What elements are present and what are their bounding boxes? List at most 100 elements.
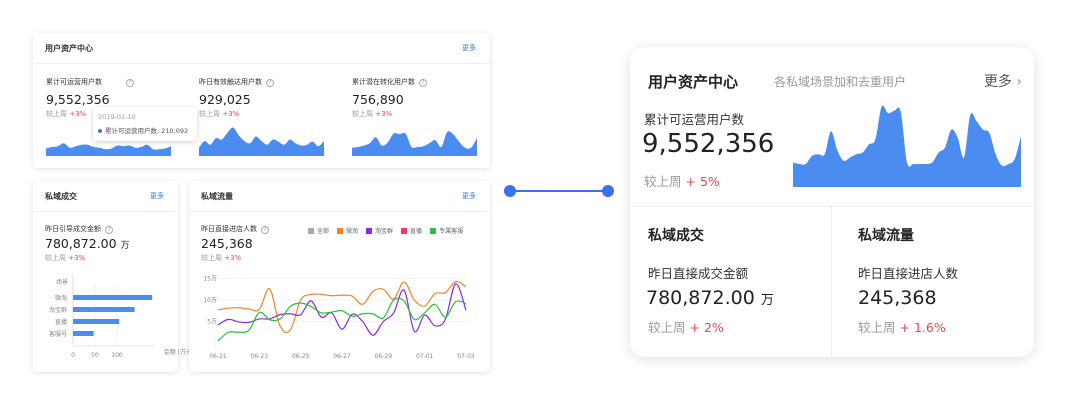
card-title: 用户资产中心 (648, 73, 739, 91)
tooltip-value: 210,092 (161, 127, 189, 135)
legend-item[interactable]: 专属客服 (430, 226, 463, 235)
deals-title: 私域成交 (648, 228, 704, 244)
compare-label: 较上周 (46, 110, 67, 118)
chart-legend: 全部 微淘 淘宝群 直播 专属客服 (308, 226, 463, 235)
metric-label: 累计可运营用户数 (644, 112, 745, 127)
x-tick-label: 50 (91, 352, 99, 359)
legend-item[interactable]: 微淘 (337, 226, 358, 235)
more-link[interactable]: 更多 (462, 192, 476, 200)
connector (504, 185, 614, 197)
metric-value: 9,552,356 (642, 129, 775, 159)
sparkline-reached-users[interactable] (199, 126, 324, 156)
category-label: 直播 (55, 318, 67, 326)
divider (189, 211, 490, 212)
legend-label: 淘宝群 (375, 228, 394, 235)
private-deals-card: 私域成交 更多 昨日引导成交金额? 780,872.00 万 较上周 +3% (33, 181, 178, 372)
legend-swatch-icon (430, 228, 437, 234)
x-axis-title: 金额 (万元) (164, 348, 195, 356)
more-link[interactable]: 更多 (150, 192, 164, 200)
traffic-label: 昨日直接进店人数 (858, 266, 959, 281)
sparkline-area (46, 143, 171, 156)
compare-label: 较上周 (352, 110, 373, 118)
more-link[interactable]: 更多 (462, 44, 476, 52)
legend-item[interactable]: 淘宝群 (366, 226, 393, 235)
x-tick-label: 0 (71, 352, 75, 359)
x-tick-label: 100 (111, 352, 123, 359)
help-icon[interactable]: ? (261, 226, 269, 234)
x-tick-label: 06-25 (292, 353, 310, 360)
card-subtitle: 各私域场景加和去重用户 (774, 75, 907, 89)
traffic-line-chart: 5万 10万 15万 06-21 06-23 06-25 06-27 06-29 07-01 07… (203, 276, 475, 361)
metric-value: 929,025 (199, 92, 251, 107)
legend-swatch-icon (401, 228, 408, 234)
sparkline-area (352, 131, 477, 156)
change-value: +3% (69, 110, 87, 118)
legend-label: 直播 (410, 228, 423, 235)
chevron-right-icon: › (1016, 74, 1022, 90)
metric-unit: 万 (120, 241, 130, 251)
compare-label: 较上周 (45, 254, 66, 262)
deals-label: 昨日直接成交金额 (648, 266, 749, 281)
change-value: + 5% (685, 174, 720, 189)
x-tick-label: 06-21 (209, 353, 227, 360)
divider (33, 211, 178, 212)
divider (831, 206, 832, 357)
metric-label: 昨日引导成交金额 (45, 225, 101, 233)
x-tick-label: 06-29 (375, 353, 393, 360)
compare-label: 较上周 (199, 110, 220, 118)
sparkline-cumulative-users[interactable] (46, 126, 171, 156)
category-label: 微淘 (55, 294, 67, 302)
change-value: + 2% (689, 320, 724, 335)
legend-label: 全部 (317, 228, 330, 235)
metric-value: 245,368 (201, 236, 253, 251)
deals-value: 780,872.00 (646, 287, 755, 309)
card-title: 私域成交 (45, 192, 77, 201)
change-value: +3% (222, 110, 240, 118)
legend-swatch-icon (337, 228, 344, 234)
change-value: +3% (68, 254, 86, 262)
change-value: +3% (375, 110, 393, 118)
compare-label: 较上周 (644, 174, 682, 189)
category-label: 客服号 (49, 330, 67, 338)
legend-item[interactable]: 全部 (308, 226, 329, 235)
tooltip-date: 2019-01-10 (98, 113, 136, 121)
y-tick-label: 5万 (207, 319, 217, 326)
x-tick-label: 06-23 (251, 353, 269, 360)
legend-item[interactable]: 直播 (401, 226, 422, 235)
series-line-专属客服 (217, 297, 467, 342)
connector-dot (504, 185, 516, 197)
help-icon[interactable]: ? (419, 79, 427, 87)
enlarged-card: 用户资产中心 各私域场景加和去重用户 更多 › 累计可运营用户数 9,552,3… (630, 47, 1034, 357)
help-icon[interactable]: ? (105, 226, 113, 234)
bar (73, 295, 153, 300)
metric-label: 累计潜在转化用户数 (352, 78, 415, 86)
more-label: 更多 (983, 74, 1012, 90)
compare-label: 较上周 (858, 320, 896, 335)
metric-label: 昨日直接进店人数 (201, 225, 257, 233)
metric-value: 780,872.00 (45, 236, 117, 251)
help-icon[interactable]: ? (266, 79, 274, 87)
x-tick-label: 07-03 (457, 353, 475, 360)
legend-label: 专属客服 (439, 228, 464, 235)
metric-value: 756,890 (352, 92, 404, 107)
bar (73, 307, 135, 312)
sparkline-potential-users[interactable] (352, 126, 477, 156)
more-link[interactable]: 更多 › (984, 71, 1022, 91)
divider (630, 206, 1034, 207)
change-value: +3% (224, 254, 242, 262)
bar (73, 319, 120, 324)
traffic-title: 私域流量 (858, 228, 914, 244)
x-tick-label: 07-01 (416, 353, 434, 360)
sparkline-big[interactable] (793, 105, 1021, 187)
category-label: 淘宝群 (49, 306, 67, 314)
help-icon[interactable]: ? (126, 79, 134, 87)
metric-label: 昨日有效触达用户数 (199, 78, 262, 86)
compare-label: 较上周 (201, 254, 222, 262)
deals-unit: 万 (760, 293, 774, 308)
traffic-value: 245,368 (858, 287, 937, 309)
connector-dot (602, 185, 614, 197)
y-tick-label: 10万 (203, 297, 217, 304)
card-title: 用户资产中心 (45, 44, 93, 53)
series-line-微淘 (217, 280, 467, 334)
